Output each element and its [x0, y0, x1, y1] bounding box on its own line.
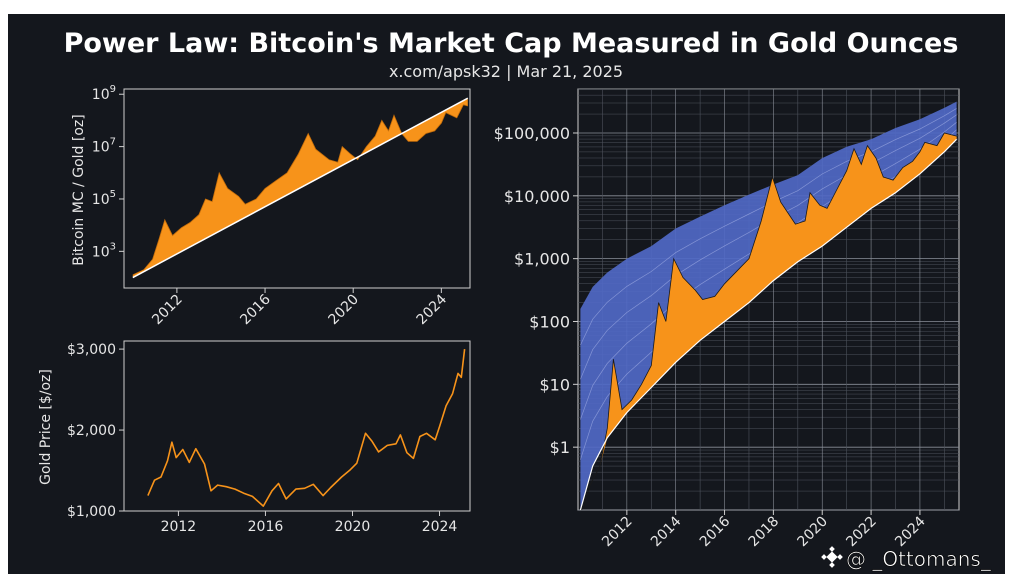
watermark: @ _Ottomans_	[821, 546, 992, 571]
btc-gold-ratio-series-line	[132, 104, 468, 276]
x-tick-label: 2022	[843, 514, 880, 551]
y-tick-label: $10,000	[504, 187, 570, 206]
x-tick-label: 2016	[248, 519, 284, 535]
gold-price-panel: Gold Price [$/oz] $1,000 $2,000 $3,000 2012…	[38, 340, 471, 535]
y-tick-exponent: 9	[110, 84, 116, 95]
power-law-support-line	[579, 138, 958, 511]
btc-price-line	[581, 132, 957, 511]
x-tick-label: 2024	[414, 291, 451, 328]
gold-price-line	[147, 349, 466, 507]
chart-title: Power Law: Bitcoin's Market Cap Measured…	[64, 28, 959, 59]
x-tick-label: 2020	[326, 292, 363, 329]
y-tick-label: $1,000	[67, 504, 116, 520]
gold-price-ylabel: Gold Price [$/oz]	[38, 369, 54, 485]
watermark-text: @ _Ottomans_	[846, 547, 992, 571]
y-tick-label: $100,000	[494, 124, 570, 143]
btc-gold-ratio-plot-area	[123, 88, 471, 289]
x-tick-label: 2014	[648, 513, 685, 550]
y-tick-label: $1,000	[514, 250, 570, 269]
x-tick-label: 2020	[795, 514, 832, 551]
y-tick-label: 107	[92, 137, 116, 156]
btc-gold-ratio-ylabel: Bitcoin MC / Gold [oz]	[71, 114, 87, 265]
gold-price-plot-area	[123, 340, 471, 512]
btc-price-band-panel: $1 $10 $100 $1,000 $10,000 $100,000 2012 2014 20…	[494, 88, 960, 551]
y-tick-label: 109	[92, 84, 116, 103]
x-tick-label: 2016	[237, 291, 274, 328]
x-tick-label: 2018	[746, 514, 783, 551]
y-tick-label: 105	[92, 189, 116, 208]
power-law-line	[132, 97, 469, 279]
y-tick-label: $3,000	[67, 342, 116, 358]
x-tick-label: 2024	[422, 519, 458, 535]
y-tick-exponent: 7	[110, 137, 116, 148]
y-tick-label: $10	[539, 375, 570, 394]
y-tick-label: $100	[529, 312, 570, 331]
x-tick-label: 2012	[161, 519, 197, 535]
x-tick-label: 2012	[599, 514, 636, 551]
binance-diamond-icon	[821, 546, 843, 568]
btc-gold-ratio-panel: Bitcoin MC / Gold [oz] 103 105 107 109 2012 2…	[71, 84, 471, 329]
band-quantile-line	[580, 108, 957, 346]
chart-frame	[8, 14, 1005, 574]
y-tick-label: $2,000	[67, 423, 116, 439]
y-tick-label: 103	[92, 241, 116, 260]
chart-subtitle: x.com/apsk32 | Mar 21, 2025	[389, 62, 623, 81]
x-tick-label: 2024	[892, 513, 929, 550]
y-tick-exponent: 5	[110, 189, 116, 200]
y-tick-label: $1	[550, 438, 570, 457]
x-tick-label: 2020	[335, 519, 371, 535]
x-tick-label: 2016	[697, 513, 734, 550]
x-tick-label: 2012	[149, 292, 186, 329]
y-tick-exponent: 3	[110, 241, 116, 252]
